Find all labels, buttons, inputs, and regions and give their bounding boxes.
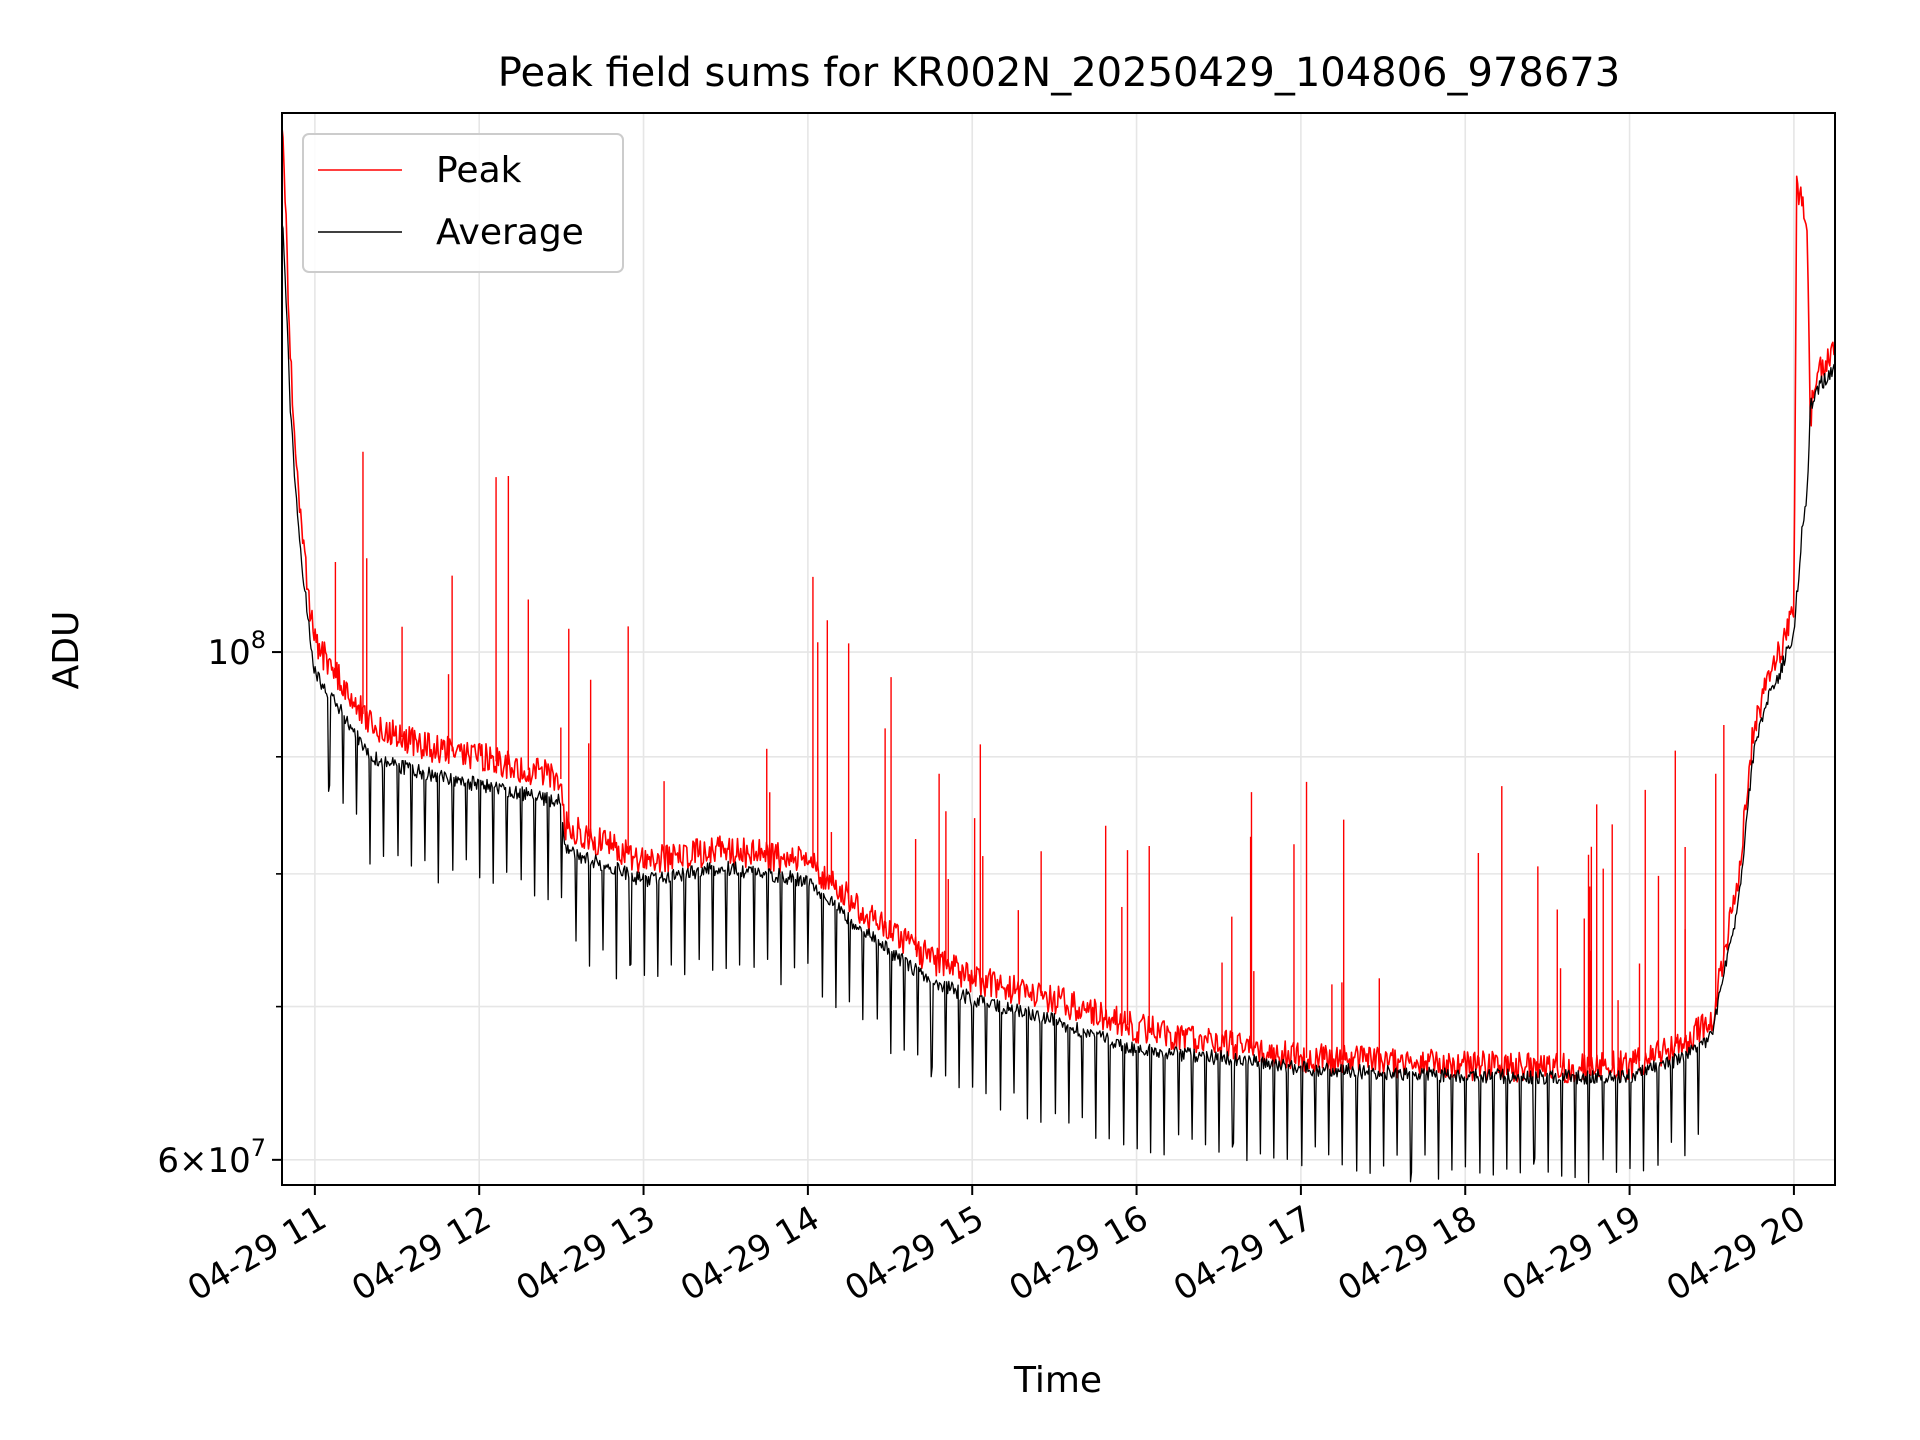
x-tick-label: 04-29 11 bbox=[181, 1198, 333, 1309]
plot-frame bbox=[281, 112, 1836, 1186]
x-tick-label: 04-29 17 bbox=[1167, 1198, 1319, 1309]
chart-title: Peak field sums for KR002N_20250429_1048… bbox=[498, 50, 1620, 96]
x-axis-ticks: 04-29 11 04-29 12 04-29 13 04-29 14 04-29 15… bbox=[181, 1185, 1812, 1309]
x-tick-label: 04-29 16 bbox=[1003, 1198, 1155, 1309]
x-axis-label: Time bbox=[1013, 1360, 1102, 1401]
legend-label-average: Average bbox=[436, 212, 584, 253]
legend-box bbox=[302, 133, 624, 273]
x-tick-label: 04-29 19 bbox=[1496, 1198, 1648, 1309]
grid-lines bbox=[282, 113, 1835, 1185]
legend-label-peak: Peak bbox=[436, 150, 522, 191]
x-tick-label: 04-29 12 bbox=[345, 1198, 497, 1309]
x-tick-label: 04-29 20 bbox=[1660, 1198, 1812, 1309]
spikes-layer bbox=[334, 451, 1725, 1068]
y-axis-ticks: 108 6×107 bbox=[157, 626, 282, 1181]
x-tick-label: 04-29 18 bbox=[1331, 1198, 1483, 1309]
legend: Peak Average bbox=[302, 133, 624, 273]
y-tick-label: 108 bbox=[207, 626, 266, 673]
series-layer bbox=[282, 127, 1835, 1184]
x-tick-label: 04-29 13 bbox=[510, 1198, 662, 1309]
series-line-average bbox=[282, 223, 1835, 1184]
x-tick-label: 04-29 14 bbox=[674, 1198, 826, 1309]
x-tick-label: 04-29 15 bbox=[838, 1198, 990, 1309]
y-axis-label: ADU bbox=[46, 611, 87, 690]
y-tick-label: 6×107 bbox=[157, 1134, 266, 1181]
